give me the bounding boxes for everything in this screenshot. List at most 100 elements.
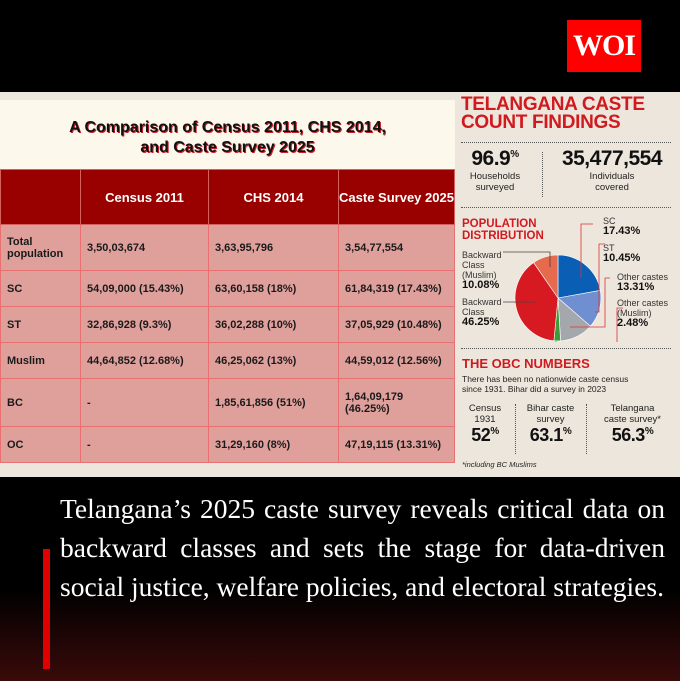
header-chs-2014: CHS 2014 <box>208 169 339 225</box>
obc-value: 63.1% <box>518 425 583 446</box>
percent-sign: % <box>490 426 499 437</box>
stat-divider <box>515 404 516 454</box>
obc-value: 52% <box>460 425 510 446</box>
obc-label-2: caste survey* <box>603 414 662 425</box>
sc-pct: 17.43% <box>603 225 641 237</box>
header-census-2011: Census 2011 <box>80 169 209 225</box>
sc-name: SC <box>603 216 616 226</box>
households-number: 96.9 <box>471 147 511 170</box>
ocm-pct: 2.48% <box>617 317 649 329</box>
obc-title: THE OBC NUMBERS <box>462 356 590 371</box>
obc-desc-1: There has been no nationwide caste censu… <box>462 374 629 384</box>
top-bar: WOI <box>0 0 680 92</box>
title-line-2: and Caste Survey 2025 <box>140 139 315 156</box>
households-label-2: surveyed <box>475 182 515 193</box>
findings-title-line-1: TELANGANA CASTE <box>461 94 645 115</box>
cell-survey2025: 44,59,012 (12.56%) <box>338 342 455 379</box>
table-row: OC - 31,29,160 (8%) 47,19,115 (13.31%) <box>0 426 455 463</box>
divider <box>461 142 671 143</box>
oc-pct: 13.31% <box>617 281 655 293</box>
legend-sc: SC 17.43% <box>603 216 641 237</box>
obc-number: 56.3 <box>611 425 646 445</box>
bc-name-2: Class <box>462 307 485 317</box>
distribution-title-1: POPULATION <box>462 218 537 230</box>
cell-census2011: 32,86,928 (9.3%) <box>80 306 209 343</box>
households-value: 96.9% <box>455 147 535 171</box>
footnote: *including BC Muslims <box>462 460 537 469</box>
cell-survey2025: 1,64,09,179 (46.25%) <box>338 378 455 427</box>
percent-sign: % <box>510 149 519 160</box>
table-row: SC 54,09,000 (15.43%) 63,60,158 (18%) 61… <box>0 270 455 307</box>
obc-label-1: Bihar caste <box>526 403 575 414</box>
cell-census2011: 44,64,852 (12.68%) <box>80 342 209 379</box>
percent-sign: % <box>644 426 654 437</box>
pie-chart <box>503 223 623 342</box>
pie-slices <box>514 254 602 342</box>
cell-census2011: 3,50,03,674 <box>80 224 209 271</box>
bc-name-1: Backward <box>462 297 502 307</box>
ocm-name-1: Other castes <box>617 298 669 308</box>
st-name: ST <box>603 243 615 253</box>
findings-title: TELANGANA CASTE COUNT FINDINGS <box>461 94 645 133</box>
individuals-label-1: Individuals <box>589 171 635 182</box>
ocm-name-2: (Muslim) <box>617 308 652 318</box>
households-label-1: Households <box>469 171 521 182</box>
cell-chs2014: 63,60,158 (18%) <box>208 270 339 307</box>
households-stat: 96.9% Households surveyed <box>455 147 535 193</box>
row-label: ST <box>0 306 81 343</box>
comparison-table: Census 2011 CHS 2014 Caste Survey 2025 T… <box>0 169 455 463</box>
st-pct: 10.45% <box>603 252 641 264</box>
percent-sign: % <box>562 426 572 437</box>
stat-divider <box>542 152 543 197</box>
obc-stat-census: Census 1931 52% <box>460 403 510 446</box>
cell-chs2014: 46,25,062 (13%) <box>208 342 339 379</box>
bcm-pct: 10.08% <box>462 279 500 291</box>
comparison-title: A Comparison of Census 2011, CHS 2014, a… <box>0 118 455 158</box>
cell-chs2014: 36,02,288 (10%) <box>208 306 339 343</box>
stat-divider <box>586 404 587 454</box>
legend-st: ST 10.45% <box>603 243 641 264</box>
individuals-value: 35,477,554 <box>561 147 663 170</box>
bcm-name-3: (Muslim) <box>462 270 497 280</box>
cell-survey2025: 3,54,77,554 <box>338 224 455 271</box>
row-label: Muslim <box>0 342 81 379</box>
legend-bc: Backward Class 46.25% <box>462 297 502 328</box>
obc-desc-2: since 1931. Bihar did a survey in 2023 <box>462 384 607 394</box>
accent-bar <box>43 549 50 669</box>
comparison-section: A Comparison of Census 2011, CHS 2014, a… <box>0 100 455 463</box>
header-empty <box>0 169 81 225</box>
title-line-1: A Comparison of Census 2011, CHS 2014, <box>69 119 386 136</box>
bcm-name-2: Class <box>462 260 485 270</box>
findings-title-line-2: COUNT FINDINGS <box>461 112 621 133</box>
divider <box>461 207 671 208</box>
table-row: BC - 1,85,61,856 (51%) 1,64,09,179 (46.2… <box>0 378 455 427</box>
cell-chs2014: 1,85,61,856 (51%) <box>208 378 339 427</box>
individuals-label-2: covered <box>595 182 629 193</box>
findings-section: TELANGANA CASTE COUNT FINDINGS 96.9% Hou… <box>455 92 680 477</box>
row-label: OC <box>0 426 81 463</box>
obc-description: There has been no nationwide caste censu… <box>462 374 628 394</box>
obc-label-2: 1931 <box>474 414 496 425</box>
cell-chs2014: 31,29,160 (8%) <box>208 426 339 463</box>
obc-value: 56.3% <box>590 425 675 446</box>
row-label: SC <box>0 270 81 307</box>
legend-other-castes: Other castes 13.31% <box>617 272 668 293</box>
row-label: BC <box>0 378 81 427</box>
table-row: Muslim 44,64,852 (12.68%) 46,25,062 (13%… <box>0 342 455 379</box>
obc-label-1: Telangana <box>610 403 655 414</box>
individuals-stat: 35,477,554 Individuals covered <box>547 147 677 193</box>
header-caste-survey-2025: Caste Survey 2025 <box>338 169 455 225</box>
cell-chs2014: 3,63,95,796 <box>208 224 339 271</box>
obc-number: 52 <box>471 425 491 445</box>
divider <box>461 348 671 349</box>
obc-label-1: Census <box>468 403 502 414</box>
table-header-row: Census 2011 CHS 2014 Caste Survey 2025 <box>0 169 455 225</box>
table-row: ST 32,86,928 (9.3%) 36,02,288 (10%) 37,0… <box>0 306 455 343</box>
caption-section: Telangana’s 2025 caste survey reveals cr… <box>0 477 680 681</box>
woi-logo: WOI <box>567 20 641 72</box>
distribution-title: POPULATION DISTRIBUTION <box>462 218 544 242</box>
legend-bc-muslim: Backward Class (Muslim) 10.08% <box>462 250 502 291</box>
obc-number: 63.1 <box>529 425 564 445</box>
cell-census2011: 54,09,000 (15.43%) <box>80 270 209 307</box>
cell-census2011: - <box>80 426 209 463</box>
